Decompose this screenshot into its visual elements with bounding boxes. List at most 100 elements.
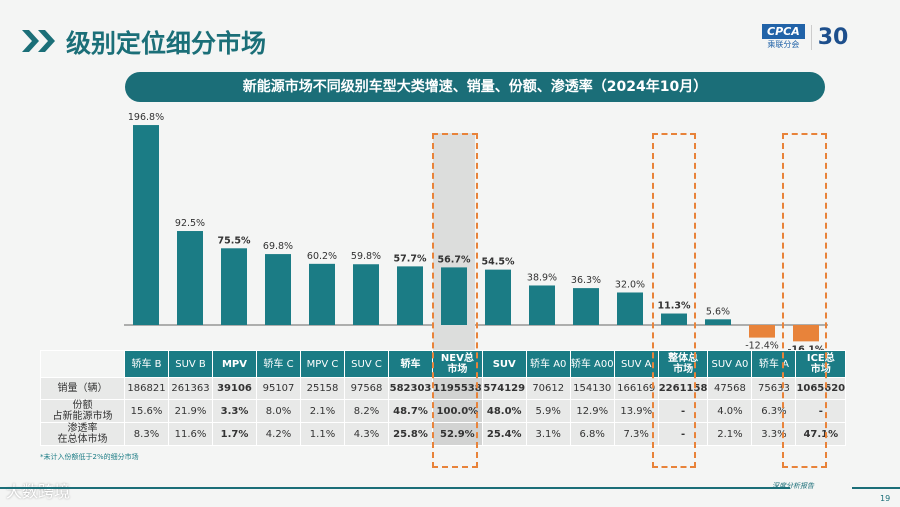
table-cell: 5.9% — [525, 399, 571, 423]
column-header: SUV — [481, 350, 527, 378]
footer-divider — [0, 487, 790, 489]
bar — [705, 319, 731, 325]
table-cell: 154130 — [569, 377, 615, 400]
table-cell: 7.3% — [613, 422, 659, 446]
column-header: MPV — [212, 350, 257, 378]
table-cell: 6.8% — [569, 422, 615, 446]
table-cell: 11.6% — [168, 422, 213, 446]
data-label: 56.7% — [438, 254, 471, 265]
column-header: SUV A0 — [707, 350, 753, 378]
table-cell: 95107 — [256, 377, 301, 400]
bar — [133, 125, 159, 325]
bar — [661, 313, 687, 325]
footer-divider — [852, 487, 900, 489]
table-cell: 25158 — [300, 377, 345, 400]
bar — [529, 285, 555, 325]
row-label: 销量（辆） — [40, 377, 125, 400]
table-cell: 3.3% — [751, 422, 797, 446]
table-cell: 47568 — [707, 377, 753, 400]
table-cell: 1195538 — [432, 377, 483, 400]
table-cell: 582303 — [388, 377, 433, 400]
table-cell: 8.2% — [344, 399, 389, 423]
data-label: 92.5% — [175, 218, 205, 229]
column-header: 整体总 市场 — [657, 350, 709, 378]
table-cell: 574129 — [481, 377, 527, 400]
table-cell: 4.2% — [256, 422, 301, 446]
table-cell: 4.0% — [707, 399, 753, 423]
highlight-box-ice — [782, 133, 827, 468]
row-label: 份额 占新能源市场 — [40, 399, 125, 423]
table-cell: 15.6% — [124, 399, 169, 423]
table-cell: 3.3% — [212, 399, 257, 423]
table-cell: 1065620 — [795, 377, 847, 400]
double-chevron-icon — [22, 30, 55, 52]
bar — [441, 267, 467, 325]
table-cell: 48.0% — [481, 399, 527, 423]
watermark: 大数跨境 — [6, 482, 71, 501]
table-cell: - — [795, 399, 847, 423]
page-title: 级别定位细分市场 — [66, 29, 267, 58]
cpca-logo: CPCA 乘联分会 30 — [762, 24, 848, 50]
table-cell: 13.9% — [613, 399, 659, 423]
table-cell: 97568 — [344, 377, 389, 400]
report-label: 深度分析报告 — [772, 482, 814, 490]
table-cell: 1.7% — [212, 422, 257, 446]
highlight-box-nev — [432, 133, 478, 468]
table-cell: 25.4% — [481, 422, 527, 446]
row-label: 渗透率 在总体市场 — [40, 422, 125, 446]
data-label: 196.8% — [128, 112, 164, 123]
bar — [309, 263, 335, 325]
logo-text: CPCA — [762, 24, 805, 39]
table-row: 份额 占新能源市场 15.6% 21.9% 3.3% 8.0% 2.1% 8.2% 48.7% 1… — [40, 399, 847, 423]
table-cell: 25.8% — [388, 422, 433, 446]
table-cell: 100.0% — [432, 399, 483, 423]
bar — [749, 325, 775, 338]
data-label: 59.8% — [351, 251, 381, 262]
data-label: -12.4% — [745, 341, 779, 350]
header-corner — [40, 350, 125, 378]
data-label: 5.6% — [706, 306, 730, 317]
data-label: 32.0% — [615, 279, 645, 290]
logo-sub: 乘联分会 — [767, 40, 800, 49]
column-header: ICE总 市场 — [795, 350, 847, 378]
table-header: 轿车 B SUV B MPV 轿车 C MPV C SUV C 轿车 NEV总 市场 SUV 轿车 … — [40, 350, 847, 378]
table-cell: 47.1% — [795, 422, 847, 446]
column-header: MPV C — [300, 350, 345, 378]
data-table: 轿车 B SUV B MPV 轿车 C MPV C SUV C 轿车 NEV总 市场 SUV 轿车 … — [40, 350, 847, 446]
table-cell: 261363 — [168, 377, 213, 400]
table-cell: 39106 — [212, 377, 257, 400]
data-label: 69.8% — [263, 241, 293, 252]
column-header: 轿车 — [388, 350, 433, 378]
column-header: SUV B — [168, 350, 213, 378]
highlight-box-total — [652, 133, 696, 468]
column-header: 轿车 A — [751, 350, 797, 378]
anniversary-logo: 30 — [810, 24, 848, 50]
data-label: 36.3% — [571, 275, 601, 286]
table-cell: 8.3% — [124, 422, 169, 446]
bar — [617, 292, 643, 325]
footnote: *未计入份额低于2%的细分市场 — [40, 453, 139, 461]
table-cell: 6.3% — [751, 399, 797, 423]
bar — [177, 231, 203, 325]
table-cell: 3.1% — [525, 422, 571, 446]
chart-title: 新能源市场不同级别车型大类增速、销量、份额、渗透率（2024年10月） — [125, 72, 825, 102]
column-header: NEV总 市场 — [432, 350, 483, 378]
bar — [265, 254, 291, 325]
column-header: SUV C — [344, 350, 389, 378]
table-cell: 1.1% — [300, 422, 345, 446]
table-cell: 21.9% — [168, 399, 213, 423]
bar — [221, 248, 247, 325]
data-label: 54.5% — [482, 257, 515, 268]
column-header: 轿车 C — [256, 350, 301, 378]
data-label: 11.3% — [658, 301, 691, 312]
table-row: 销量（辆） 186821 261363 39106 95107 25158 97568 582… — [40, 377, 847, 400]
data-label: -16.1% — [788, 344, 825, 350]
data-label: 75.5% — [218, 235, 251, 246]
table-cell: 52.9% — [432, 422, 483, 446]
column-header: 轿车 B — [124, 350, 169, 378]
table-row: 渗透率 在总体市场 8.3% 11.6% 1.7% 4.2% 1.1% 4.3% 25.8% 52… — [40, 422, 847, 446]
table-cell: 2.1% — [707, 422, 753, 446]
table-cell: 2.1% — [300, 399, 345, 423]
bar — [573, 288, 599, 325]
bar — [397, 266, 423, 325]
